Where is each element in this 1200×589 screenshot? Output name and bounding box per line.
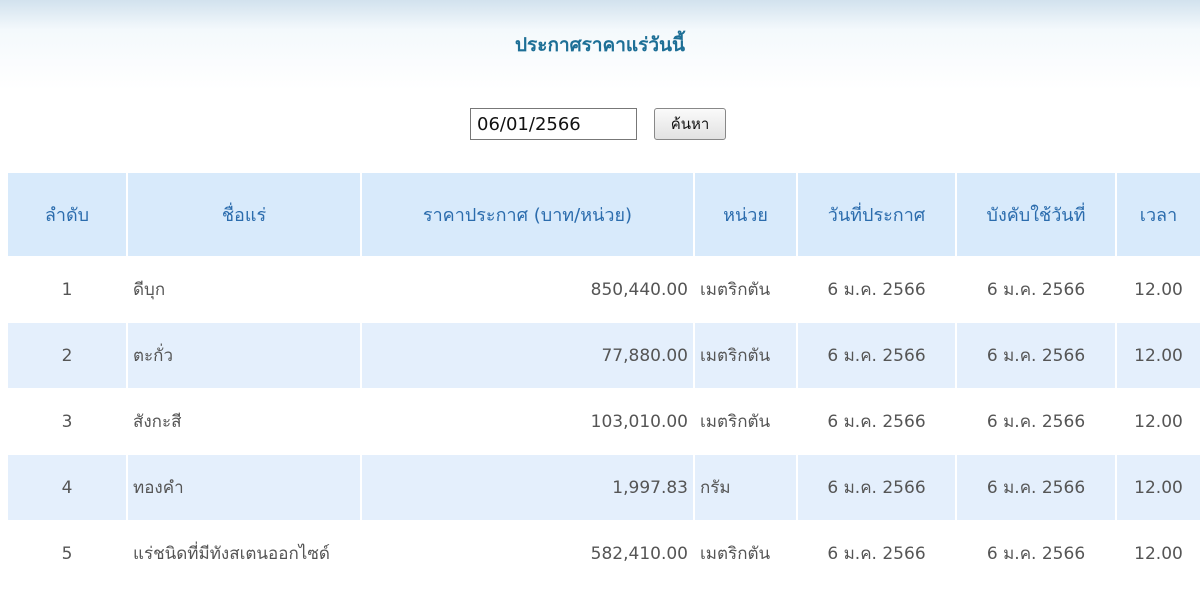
- table-cell: 77,880.00: [362, 323, 693, 388]
- table-cell: เมตริกตัน: [700, 280, 771, 300]
- table-cell: เมตริกตัน: [700, 544, 771, 564]
- table-cell: 6 ม.ค. 2566: [986, 412, 1086, 432]
- column-header: วันที่ประกาศ: [798, 173, 955, 256]
- column-header: เวลา: [1117, 173, 1200, 256]
- date-input[interactable]: [470, 108, 637, 140]
- table-row: 2 ตะกั่ว 77,880.00 เมตริกตัน 6 ม.ค. 2566 6 ม.…: [8, 323, 1200, 388]
- price-table: ลำดับ ชื่อแร่ ราคาประกาศ (บาท/หน่วย) หน่วยว…: [8, 173, 1200, 587]
- table-cell: 6 ม.ค. 2566: [798, 323, 955, 388]
- table-cell: ทองคำ: [128, 455, 360, 520]
- table-cell: 6 ม.ค. 2566: [957, 323, 1115, 388]
- column-header: ลำดับ: [8, 173, 126, 256]
- table-cell: 6 ม.ค. 2566: [986, 544, 1086, 564]
- table-cell: 12.00: [1134, 543, 1183, 564]
- table-row: 5 แร่ชนิดที่มีทังสเตนออกไซด์ 582,410.00 เมต…: [8, 521, 1200, 586]
- table-cell: 6 ม.ค. 2566: [986, 280, 1086, 300]
- column-header: หน่วย: [695, 173, 796, 256]
- table-cell: 103,010.00: [590, 411, 688, 432]
- table-cell: 12.00: [1117, 455, 1200, 520]
- table-cell: 5: [61, 543, 73, 564]
- column-header: ชื่อแร่: [128, 173, 360, 256]
- table-row: 4 ทองคำ 1,997.83 กรัม 6 ม.ค. 2566 6 ม.ค. 2566…: [8, 455, 1200, 520]
- search-button[interactable]: ค้นหา: [654, 108, 726, 140]
- table-cell: 12.00: [1134, 411, 1183, 432]
- table-cell: กรัม: [695, 455, 796, 520]
- table-cell: 6 ม.ค. 2566: [827, 544, 926, 564]
- table-cell: 6 ม.ค. 2566: [827, 412, 926, 432]
- table-cell: ดีบุก: [133, 280, 166, 300]
- table-cell: 12.00: [1134, 279, 1183, 300]
- table-cell: ตะกั่ว: [128, 323, 360, 388]
- table-cell: 3: [61, 411, 73, 432]
- table-cell: สังกะสี: [133, 412, 182, 432]
- table-cell: 850,440.00: [590, 279, 688, 300]
- table-cell: เมตริกตัน: [700, 412, 771, 432]
- column-header: ราคาประกาศ (บาท/หน่วย): [362, 173, 693, 256]
- column-header: บังคับใช้วันที่: [957, 173, 1115, 256]
- page-title: ประกาศราคาแร่วันนี้: [514, 34, 686, 56]
- table-cell: แร่ชนิดที่มีทังสเตนออกไซด์: [133, 544, 330, 564]
- table-cell: 2: [8, 323, 126, 388]
- header-row: ลำดับ ชื่อแร่ ราคาประกาศ (บาท/หน่วย) หน่วยว…: [8, 173, 1200, 256]
- table-cell: 12.00: [1117, 323, 1200, 388]
- table-cell: 1,997.83: [362, 455, 693, 520]
- table-cell: 582,410.00: [590, 543, 688, 564]
- table-cell: 6 ม.ค. 2566: [798, 455, 955, 520]
- table-row: 3 สังกะสี 103,010.00 เมตริกตัน 6 ม.ค. 2566 6 …: [8, 389, 1200, 454]
- table-cell: 6 ม.ค. 2566: [827, 280, 926, 300]
- table-cell: 6 ม.ค. 2566: [957, 455, 1115, 520]
- table-cell: 4: [8, 455, 126, 520]
- table-cell: 1: [61, 279, 73, 300]
- table-row: 1 ดีบุก 850,440.00 เมตริกตัน 6 ม.ค. 2566 6 ม.…: [8, 257, 1200, 322]
- table-cell: เมตริกตัน: [695, 323, 796, 388]
